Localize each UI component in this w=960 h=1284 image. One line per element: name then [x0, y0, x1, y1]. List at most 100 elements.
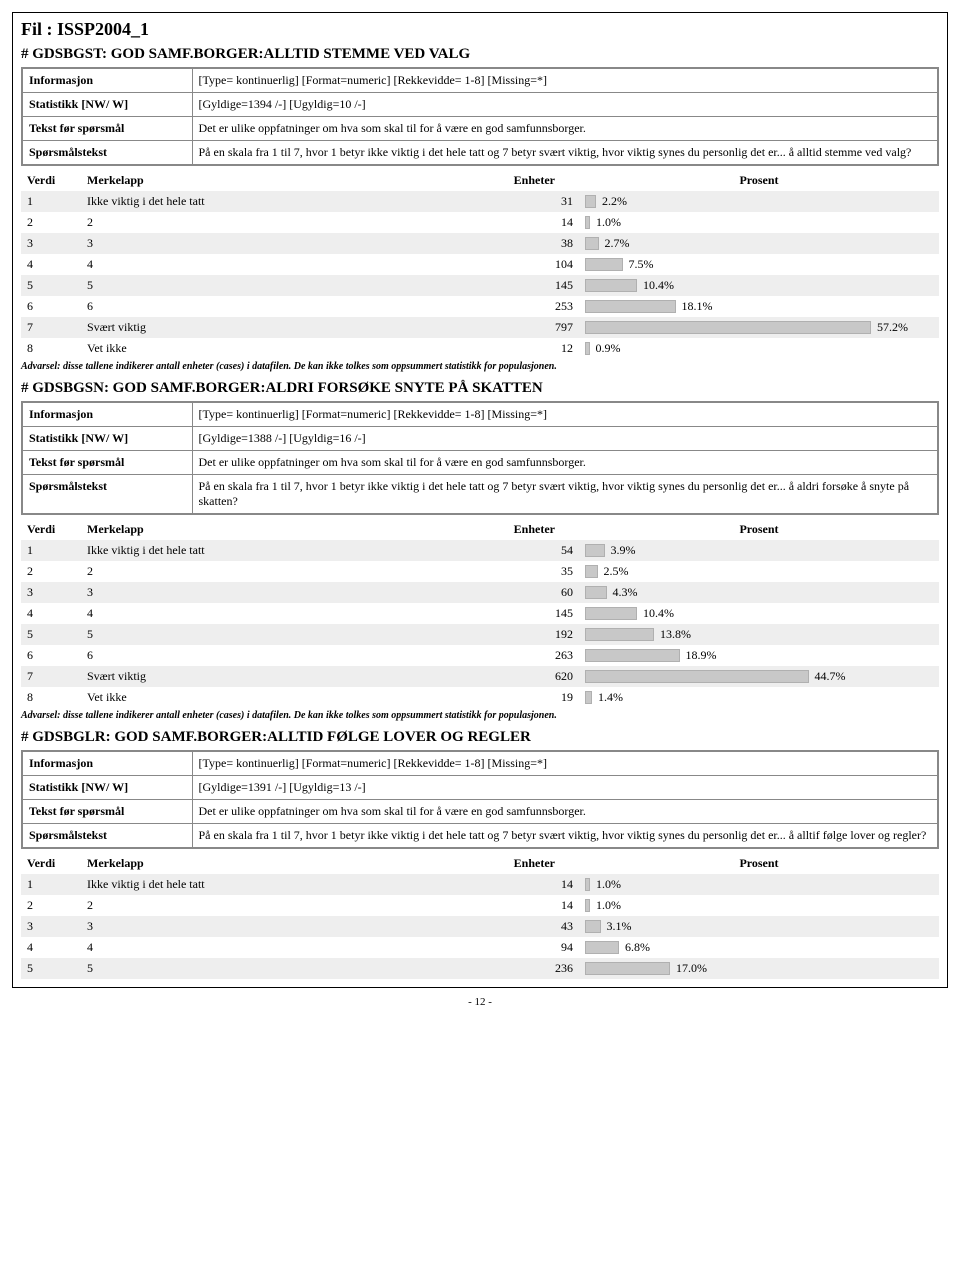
cell-prosent: 6.8%	[579, 937, 939, 958]
table-row: 33433.1%	[21, 916, 939, 937]
percent-label: 10.4%	[643, 278, 674, 293]
cell-merkelapp: Svært viktig	[81, 317, 499, 338]
table-row: 22352.5%	[21, 561, 939, 582]
table-row: 22141.0%	[21, 212, 939, 233]
percent-label: 44.7%	[815, 669, 846, 684]
cell-enheter: 31	[499, 191, 579, 212]
cell-enheter: 35	[499, 561, 579, 582]
cell-enheter: 43	[499, 916, 579, 937]
column-header-prosent: Prosent	[579, 853, 939, 874]
cell-enheter: 94	[499, 937, 579, 958]
cell-merkelapp: 3	[81, 582, 499, 603]
cell-enheter: 14	[499, 874, 579, 895]
percent-bar	[585, 962, 670, 975]
percent-label: 2.7%	[605, 236, 630, 251]
percent-bar	[585, 628, 654, 641]
column-header-verdi: Verdi	[21, 853, 81, 874]
percent-label: 57.2%	[877, 320, 908, 335]
file-title: Fil : ISSP2004_1	[21, 19, 939, 40]
cell-prosent: 0.9%	[579, 338, 939, 359]
cell-merkelapp: 4	[81, 937, 499, 958]
percent-bar	[585, 899, 590, 912]
info-label: Tekst før spørsmål	[22, 800, 192, 824]
data-table: VerdiMerkelappEnheterProsent1Ikke viktig…	[21, 853, 939, 979]
info-label: Informasjon	[22, 402, 192, 427]
table-row: 33604.3%	[21, 582, 939, 603]
cell-prosent: 3.1%	[579, 916, 939, 937]
info-label: Tekst før spørsmål	[22, 451, 192, 475]
info-label: Statistikk [NW/ W]	[22, 93, 192, 117]
cell-verdi: 1	[21, 191, 81, 212]
cell-enheter: 253	[499, 296, 579, 317]
cell-prosent: 2.2%	[579, 191, 939, 212]
cell-merkelapp: 6	[81, 645, 499, 666]
cell-verdi: 5	[21, 624, 81, 645]
cell-merkelapp: Ikke viktig i det hele tatt	[81, 191, 499, 212]
percent-bar	[585, 342, 590, 355]
percent-bar	[585, 649, 680, 662]
percent-label: 13.8%	[660, 627, 691, 642]
cell-prosent: 1.4%	[579, 687, 939, 708]
info-value: Det er ulike oppfatninger om hva som ska…	[192, 800, 938, 824]
cell-merkelapp: Ikke viktig i det hele tatt	[81, 874, 499, 895]
cell-merkelapp: Vet ikke	[81, 687, 499, 708]
page-number: - 12 -	[12, 996, 948, 1008]
cell-verdi: 1	[21, 874, 81, 895]
percent-label: 2.5%	[604, 564, 629, 579]
table-row: 33382.7%	[21, 233, 939, 254]
percent-label: 18.9%	[686, 648, 717, 663]
info-value: [Gyldige=1394 /-] [Ugyldig=10 /-]	[192, 93, 938, 117]
table-row: 22141.0%	[21, 895, 939, 916]
info-label: Spørsmålstekst	[22, 824, 192, 849]
table-row: 1Ikke viktig i det hele tatt543.9%	[21, 540, 939, 561]
percent-label: 0.9%	[596, 341, 621, 356]
info-value: Det er ulike oppfatninger om hva som ska…	[192, 451, 938, 475]
cell-enheter: 12	[499, 338, 579, 359]
percent-label: 10.4%	[643, 606, 674, 621]
cell-enheter: 797	[499, 317, 579, 338]
cell-prosent: 2.7%	[579, 233, 939, 254]
info-label: Statistikk [NW/ W]	[22, 427, 192, 451]
percent-bar	[585, 691, 592, 704]
column-header-prosent: Prosent	[579, 170, 939, 191]
table-row: 7Svært viktig62044.7%	[21, 666, 939, 687]
cell-merkelapp: 5	[81, 624, 499, 645]
percent-bar	[585, 941, 619, 954]
table-row: 1Ikke viktig i det hele tatt312.2%	[21, 191, 939, 212]
percent-bar	[585, 586, 607, 599]
cell-enheter: 104	[499, 254, 579, 275]
cell-merkelapp: 5	[81, 275, 499, 296]
cell-verdi: 2	[21, 212, 81, 233]
table-row: 4414510.4%	[21, 603, 939, 624]
variable-title: # GDSBGLR: GOD SAMF.BORGER:ALLTID FØLGE …	[21, 729, 939, 746]
cell-prosent: 57.2%	[579, 317, 939, 338]
percent-label: 7.5%	[629, 257, 654, 272]
info-label: Informasjon	[22, 751, 192, 776]
cell-prosent: 18.1%	[579, 296, 939, 317]
cell-verdi: 2	[21, 895, 81, 916]
cell-enheter: 38	[499, 233, 579, 254]
cell-prosent: 3.9%	[579, 540, 939, 561]
cell-enheter: 60	[499, 582, 579, 603]
cell-verdi: 5	[21, 958, 81, 979]
info-table: Informasjon[Type= kontinuerlig] [Format=…	[21, 67, 939, 166]
variable-title: # GDSBGST: GOD SAMF.BORGER:ALLTID STEMME…	[21, 46, 939, 63]
cell-merkelapp: 4	[81, 254, 499, 275]
info-table: Informasjon[Type= kontinuerlig] [Format=…	[21, 750, 939, 849]
cell-verdi: 3	[21, 916, 81, 937]
percent-label: 1.4%	[598, 690, 623, 705]
percent-bar	[585, 237, 599, 250]
percent-label: 3.1%	[607, 919, 632, 934]
info-label: Spørsmålstekst	[22, 141, 192, 166]
percent-bar	[585, 321, 871, 334]
column-header-prosent: Prosent	[579, 519, 939, 540]
info-label: Informasjon	[22, 68, 192, 93]
table-row: 5514510.4%	[21, 275, 939, 296]
cell-enheter: 145	[499, 603, 579, 624]
percent-label: 4.3%	[613, 585, 638, 600]
cell-verdi: 4	[21, 937, 81, 958]
percent-bar	[585, 607, 637, 620]
page-frame: Fil : ISSP2004_1 # GDSBGST: GOD SAMF.BOR…	[12, 12, 948, 988]
cell-prosent: 18.9%	[579, 645, 939, 666]
cell-merkelapp: 3	[81, 233, 499, 254]
